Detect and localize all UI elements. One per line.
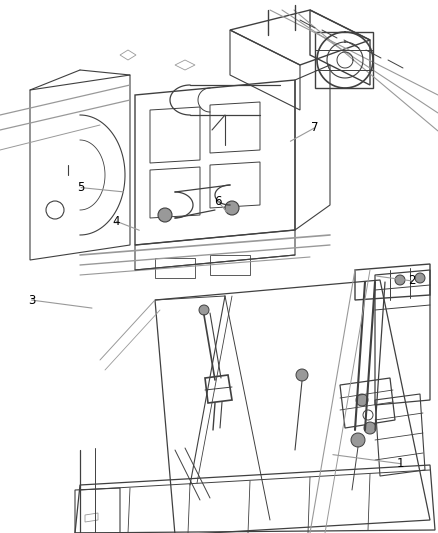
Circle shape	[199, 305, 209, 315]
Circle shape	[296, 369, 308, 381]
Bar	[210, 255, 250, 275]
Circle shape	[356, 394, 368, 406]
Bar	[155, 258, 195, 278]
Text: 6: 6	[214, 195, 222, 208]
Text: 2: 2	[408, 274, 416, 287]
Circle shape	[415, 273, 425, 283]
Circle shape	[351, 433, 365, 447]
Circle shape	[158, 208, 172, 222]
Text: 7: 7	[311, 122, 318, 134]
Text: 1: 1	[397, 457, 405, 470]
Text: 3: 3	[28, 294, 35, 306]
Circle shape	[225, 201, 239, 215]
Bar	[315, 32, 373, 88]
Circle shape	[395, 275, 405, 285]
Circle shape	[364, 422, 376, 434]
Text: 4: 4	[112, 215, 120, 228]
Text: 5: 5	[78, 181, 85, 194]
